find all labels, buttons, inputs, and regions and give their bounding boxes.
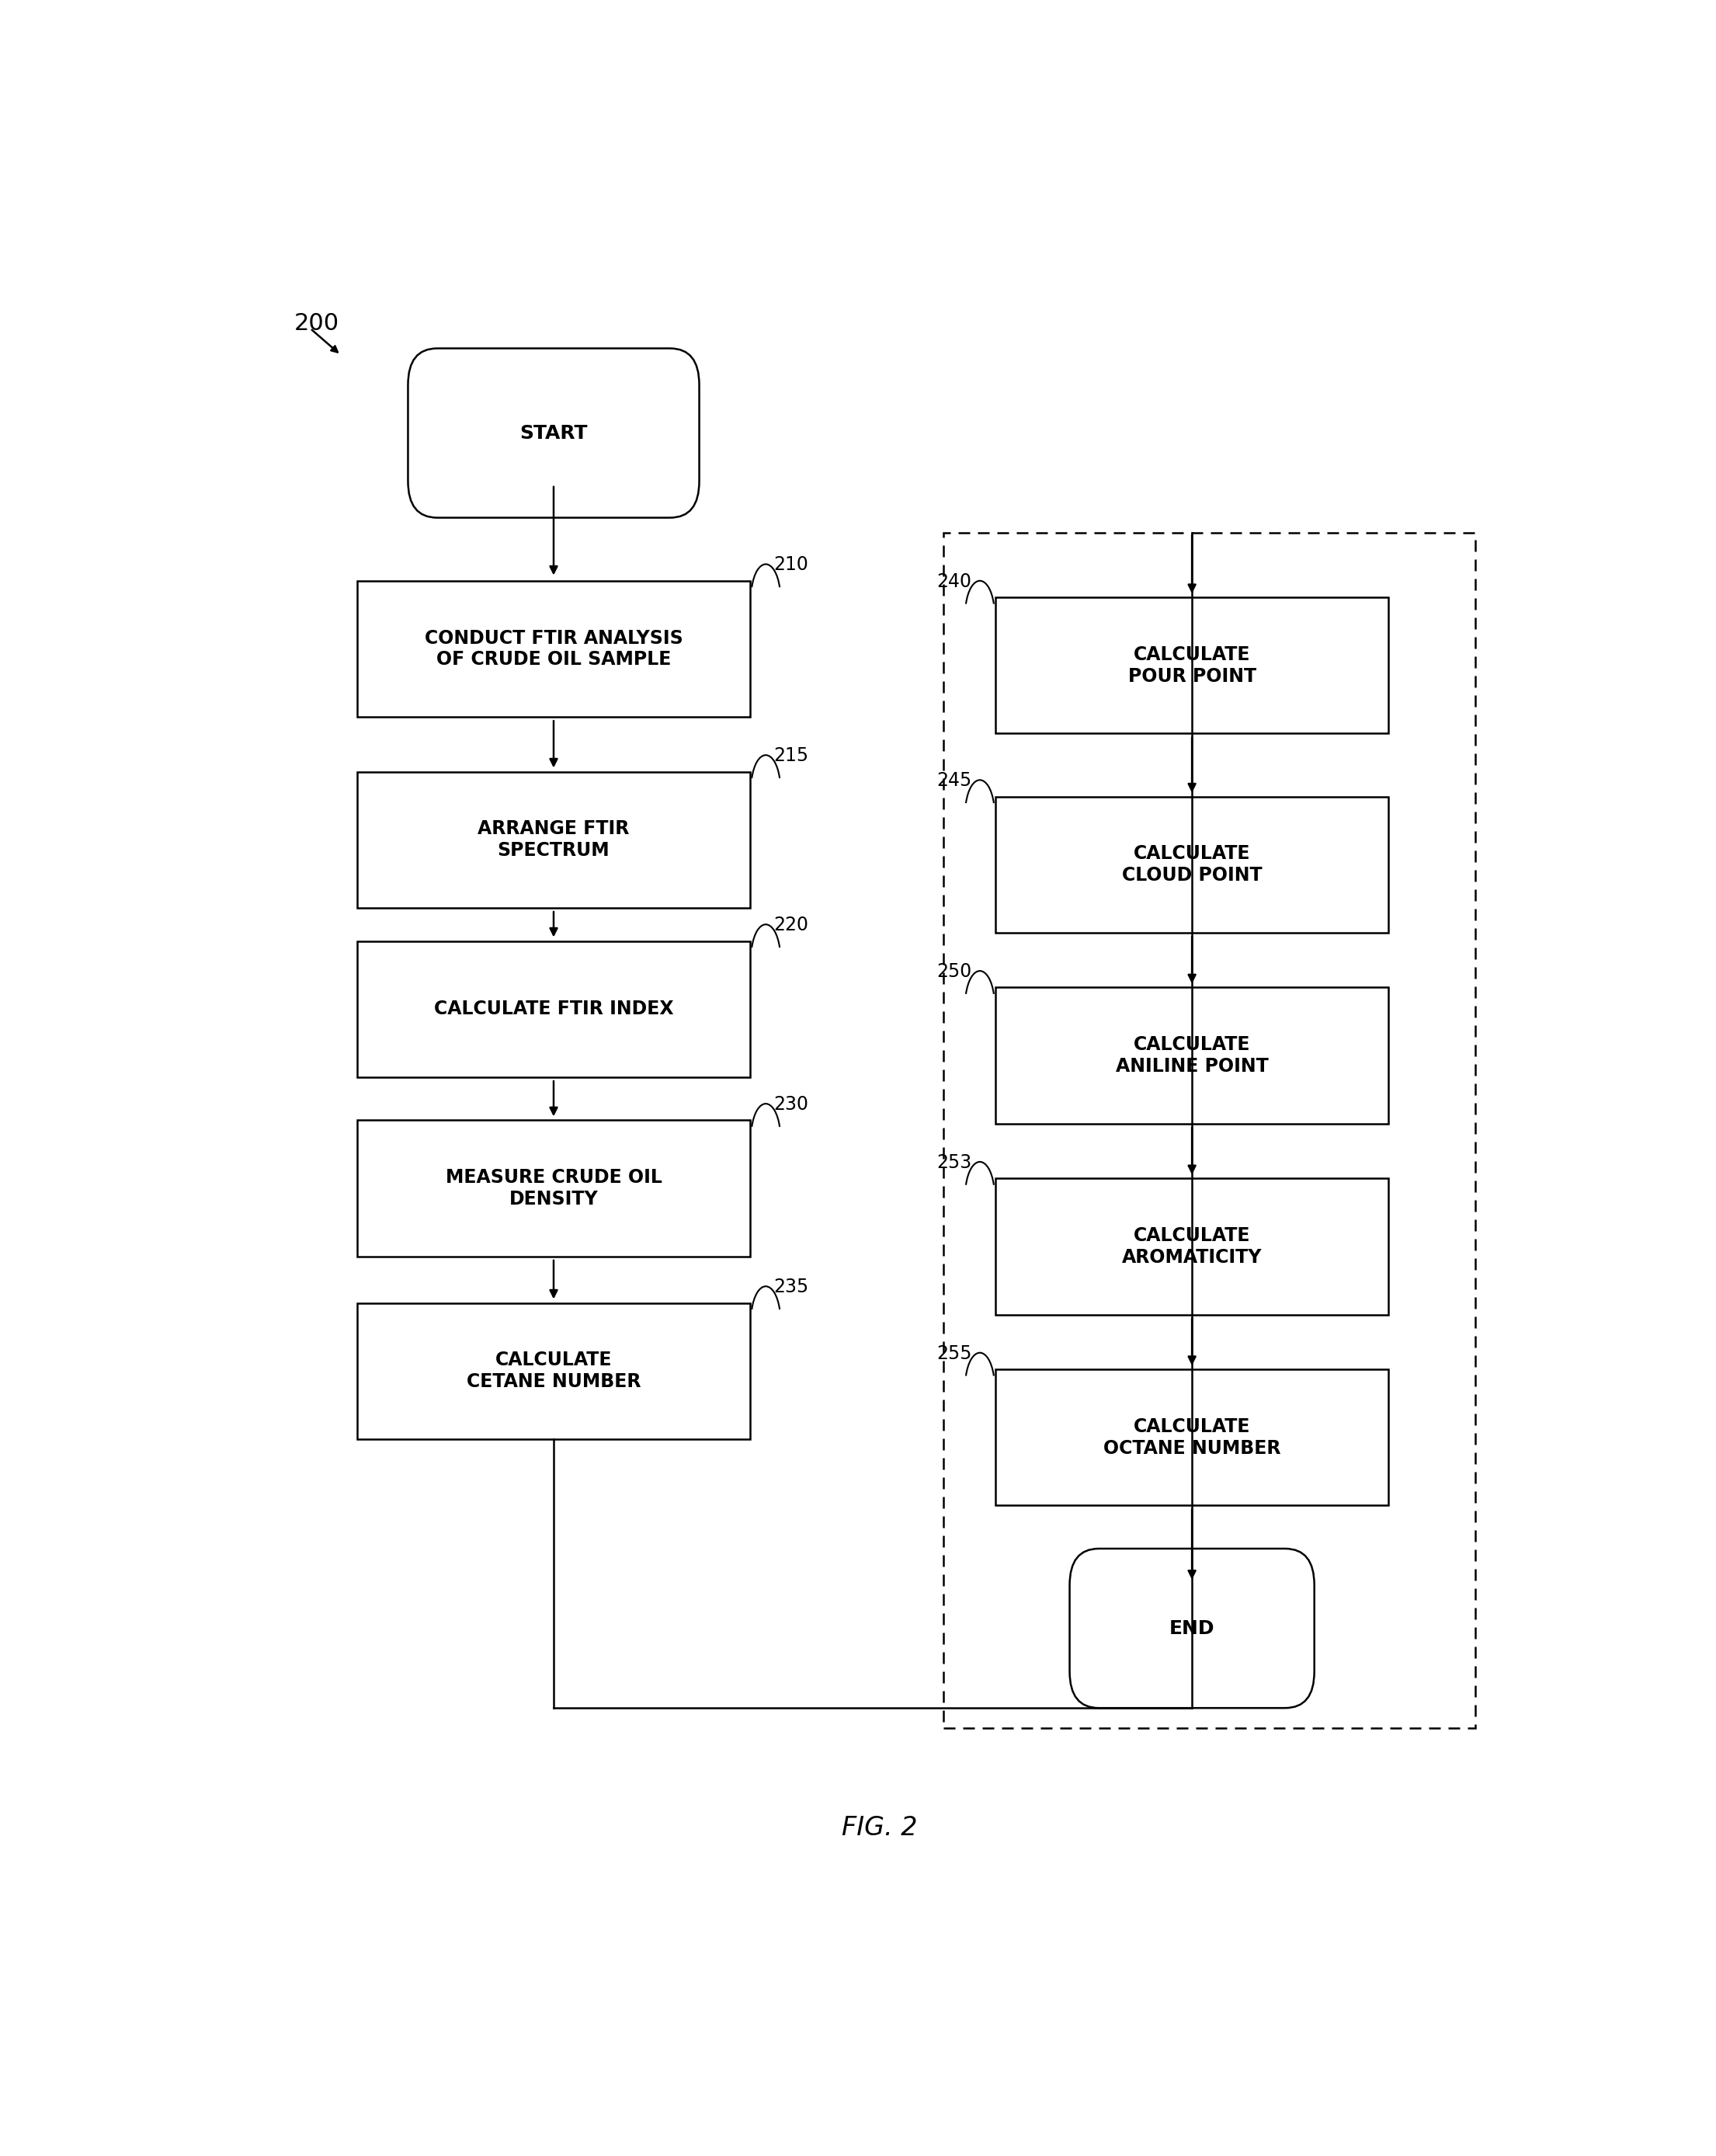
FancyBboxPatch shape [995,796,1388,934]
Text: CALCULATE FTIR INDEX: CALCULATE FTIR INDEX [434,1000,673,1018]
Text: CALCULATE
ANILINE POINT: CALCULATE ANILINE POINT [1115,1035,1268,1076]
Text: 255: 255 [937,1343,971,1363]
FancyBboxPatch shape [357,1121,750,1257]
FancyBboxPatch shape [357,1302,750,1438]
Text: 215: 215 [774,746,808,765]
Text: 250: 250 [937,962,971,981]
Text: 200: 200 [295,313,340,334]
FancyBboxPatch shape [357,772,750,908]
FancyBboxPatch shape [995,597,1388,733]
Text: CALCULATE
AROMATICITY: CALCULATE AROMATICITY [1122,1227,1261,1266]
Text: MEASURE CRUDE OIL
DENSITY: MEASURE CRUDE OIL DENSITY [446,1169,662,1210]
FancyBboxPatch shape [1069,1548,1314,1708]
FancyBboxPatch shape [995,987,1388,1123]
Text: 230: 230 [774,1095,808,1115]
Text: 235: 235 [774,1279,808,1296]
Text: FIG. 2: FIG. 2 [841,1815,918,1841]
Text: 240: 240 [937,571,971,591]
Text: CONDUCT FTIR ANALYSIS
OF CRUDE OIL SAMPLE: CONDUCT FTIR ANALYSIS OF CRUDE OIL SAMPL… [424,630,683,668]
Text: 210: 210 [774,556,808,573]
Text: ARRANGE FTIR
SPECTRUM: ARRANGE FTIR SPECTRUM [477,819,630,860]
Text: 220: 220 [774,916,808,934]
Text: CALCULATE
CETANE NUMBER: CALCULATE CETANE NUMBER [467,1352,640,1391]
Text: CALCULATE
POUR POINT: CALCULATE POUR POINT [1127,645,1256,686]
Text: END: END [1169,1619,1215,1639]
FancyBboxPatch shape [408,349,698,517]
Text: CALCULATE
OCTANE NUMBER: CALCULATE OCTANE NUMBER [1103,1416,1280,1457]
Text: 253: 253 [937,1153,971,1173]
FancyBboxPatch shape [995,1369,1388,1505]
Text: START: START [520,425,587,442]
Text: CALCULATE
CLOUD POINT: CALCULATE CLOUD POINT [1122,845,1261,884]
FancyBboxPatch shape [357,580,750,718]
FancyBboxPatch shape [995,1179,1388,1315]
FancyBboxPatch shape [357,940,750,1078]
Text: 245: 245 [937,772,971,789]
